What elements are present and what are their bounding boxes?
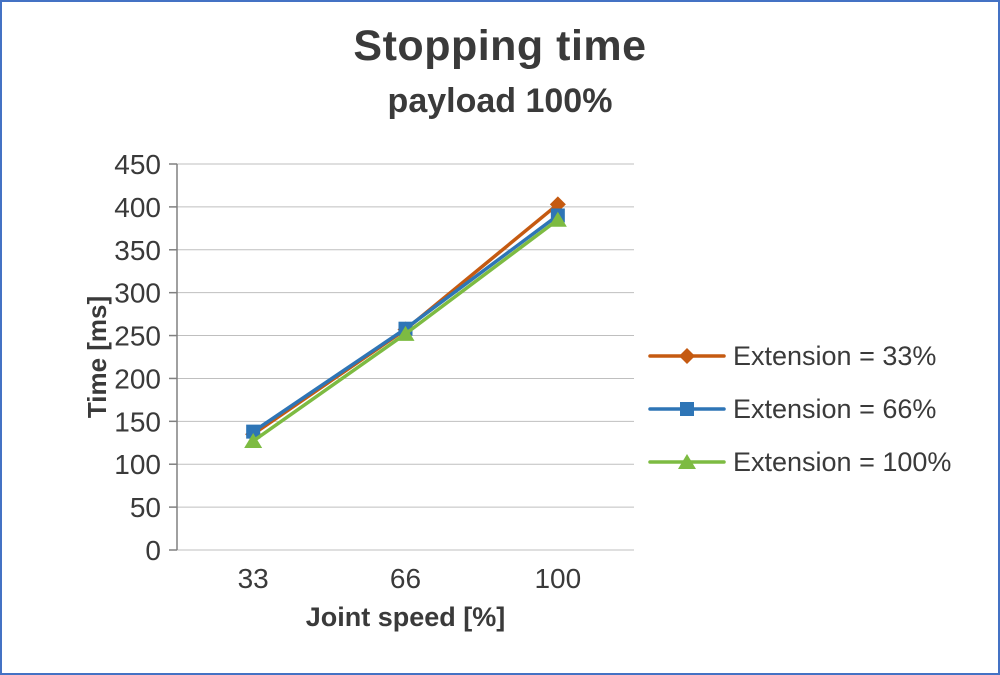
y-tick-label: 350 xyxy=(114,235,161,266)
legend-label: Extension = 100% xyxy=(733,446,952,477)
y-tick-label: 0 xyxy=(145,535,161,566)
y-axis-title: Time [ms] xyxy=(82,296,112,418)
legend-label: Extension = 66% xyxy=(733,393,937,424)
x-tick-label: 100 xyxy=(534,563,581,594)
legend-item: Extension = 66% xyxy=(648,387,951,431)
y-tick-label: 250 xyxy=(114,321,161,352)
y-tick-label: 450 xyxy=(114,149,161,180)
x-tick-label: 66 xyxy=(390,563,421,594)
legend-item: Extension = 33% xyxy=(648,334,951,378)
y-tick-label: 200 xyxy=(114,363,161,394)
y-tick-label: 300 xyxy=(114,278,161,309)
square-marker-icon xyxy=(648,402,726,416)
y-tick-label: 400 xyxy=(114,192,161,223)
chart-subtitle: payload 100% xyxy=(387,82,613,120)
x-tick-label: 33 xyxy=(238,563,269,594)
legend: Extension = 33% Extension = 66% Extension … xyxy=(648,334,951,484)
x-axis-title: Joint speed [%] xyxy=(306,602,506,632)
legend-label: Extension = 33% xyxy=(733,340,937,371)
y-tick-label: 150 xyxy=(114,406,161,437)
diamond-marker-icon xyxy=(648,348,726,364)
triangle-marker-icon xyxy=(648,454,726,469)
y-tick-label: 100 xyxy=(114,449,161,480)
legend-item: Extension = 100% xyxy=(648,440,951,484)
y-tick-label: 50 xyxy=(130,492,161,523)
chart-title: Stopping time xyxy=(353,22,647,70)
